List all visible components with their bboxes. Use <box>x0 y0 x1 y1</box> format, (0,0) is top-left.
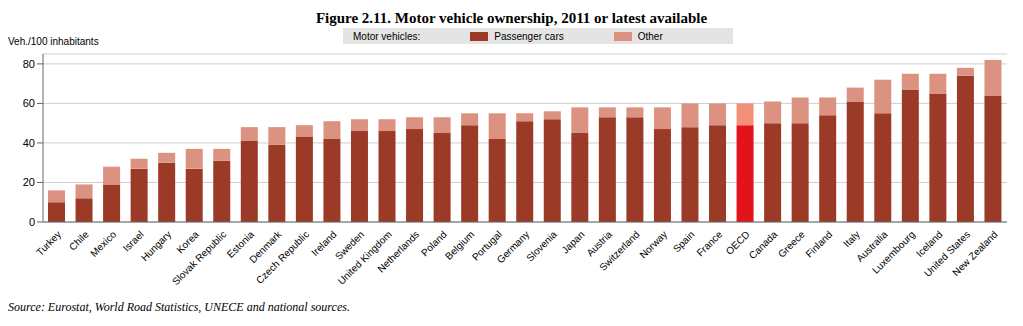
svg-text:Greece: Greece <box>776 228 807 259</box>
svg-text:Korea: Korea <box>174 228 201 256</box>
svg-text:New Zealand: New Zealand <box>950 229 999 278</box>
svg-text:Switzerland: Switzerland <box>597 229 641 273</box>
html-text:Passenger cars: Passenger cars <box>494 30 564 42</box>
svg-text:Turkey: Turkey <box>34 229 63 258</box>
svg-text:Czech Republic: Czech Republic <box>254 229 311 286</box>
svg-text:Australia: Australia <box>854 228 890 264</box>
svg-text:France: France <box>694 228 724 258</box>
svg-text:80: 80 <box>23 58 35 70</box>
svg-text:0: 0 <box>29 216 35 228</box>
svg-text:Portugal: Portugal <box>469 228 504 263</box>
svg-text:Germany: Germany <box>495 229 532 266</box>
svg-text:Norway: Norway <box>637 229 669 261</box>
html-text:Source: Eurostat, World Road S: Source: Eurostat, World Road Statistics,… <box>8 300 350 314</box>
svg-text:Netherlands: Netherlands <box>375 229 421 275</box>
svg-text:Slovenia: Slovenia <box>524 228 559 263</box>
svg-text:Finland: Finland <box>803 229 834 260</box>
svg-text:Estonia: Estonia <box>224 228 256 260</box>
svg-text:20: 20 <box>23 176 35 188</box>
html-text:Veh./100 inhabitants: Veh./100 inhabitants <box>8 36 99 47</box>
svg-text:Luxembourg: Luxembourg <box>870 229 917 276</box>
svg-text:Mexico: Mexico <box>88 228 118 258</box>
svg-text:Poland: Poland <box>419 228 449 259</box>
svg-text:United Kingdom: United Kingdom <box>335 228 394 287</box>
svg-text:Iceland: Iceland <box>914 228 945 260</box>
svg-text:Slovak Republic: Slovak Republic <box>170 229 228 287</box>
svg-text:United States: United States <box>921 228 973 279</box>
svg-text:Spain: Spain <box>671 229 697 255</box>
svg-text:Israel: Israel <box>121 229 146 254</box>
svg-text:Japan: Japan <box>559 229 586 256</box>
svg-text:Chile: Chile <box>67 228 91 252</box>
svg-text:Denmark: Denmark <box>247 228 284 266</box>
svg-text:Hungary: Hungary <box>139 229 174 264</box>
html-text:Other: Other <box>637 30 663 42</box>
svg-text:40: 40 <box>23 137 35 149</box>
svg-text:Ireland: Ireland <box>309 228 339 259</box>
html-text:Motor vehicles:: Motor vehicles: <box>353 30 421 42</box>
svg-text:OECD: OECD <box>723 228 752 257</box>
svg-text:Canada: Canada <box>747 228 780 261</box>
html-text:Figure 2.11. Motor vehicle own: Figure 2.11. Motor vehicle ownership, 20… <box>315 10 708 26</box>
svg-text:Austria: Austria <box>584 228 615 259</box>
svg-text:60: 60 <box>23 97 35 109</box>
svg-text:Belgium: Belgium <box>443 228 477 262</box>
svg-text:Sweden: Sweden <box>332 228 367 262</box>
svg-text:Italy: Italy <box>841 229 862 250</box>
